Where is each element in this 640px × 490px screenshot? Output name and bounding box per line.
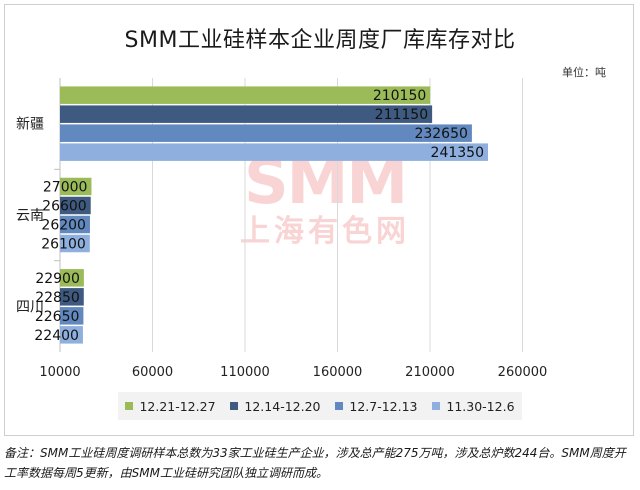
chart-frame	[4, 4, 634, 436]
legend-item: 12.7-12.13	[335, 398, 418, 414]
bar	[60, 288, 84, 306]
chart-legend: 12.21-12.27 12.14-12.20 12.7-12.13 11.30-12…	[118, 392, 522, 420]
bar	[60, 143, 488, 161]
legend-label: 12.7-12.13	[349, 398, 418, 414]
bar-chart: 10000 60000 110000 160000 210000 260000 新疆 2101…	[16, 78, 548, 380]
chart-title: SMM工业硅样本企业周度厂库库存对比	[124, 28, 516, 53]
data-label: 26600	[42, 199, 87, 215]
data-label: 210150	[373, 88, 426, 104]
bar	[60, 326, 83, 344]
unit-label: 单位：吨	[562, 66, 606, 79]
legend-swatch	[230, 402, 239, 410]
x-tick-label: 210000	[405, 365, 455, 380]
bar	[60, 269, 84, 287]
x-tick-label: 60000	[132, 365, 173, 380]
data-label: 26100	[41, 237, 86, 253]
bar	[60, 177, 92, 196]
bar	[60, 234, 90, 253]
data-label: 22850	[35, 290, 80, 306]
data-label: 26200	[41, 218, 86, 234]
footnote: 备注：SMM工业硅周度调研样本总数为33家工业硅生产企业，涉及总产能275万吨，…	[4, 446, 626, 480]
category-label: 四川	[16, 299, 44, 315]
data-label: 232650	[414, 126, 467, 142]
legend-item: 12.21-12.27	[125, 398, 216, 414]
bar	[60, 307, 84, 325]
legend-label: 11.30-12.6	[446, 398, 515, 414]
category-label: 云南	[16, 208, 44, 224]
data-label: 22650	[35, 309, 80, 325]
legend-swatch	[335, 402, 344, 410]
legend-swatch	[432, 402, 441, 410]
legend-item: 12.14-12.20	[230, 398, 321, 414]
data-label: 22400	[34, 328, 79, 344]
legend-swatch	[125, 402, 134, 410]
x-tick-label: 10000	[39, 365, 80, 380]
legend-item: 11.30-12.6	[432, 398, 515, 414]
x-tick-label: 110000	[220, 365, 270, 380]
data-label: 241350	[431, 145, 484, 161]
data-label: 211150	[375, 107, 428, 123]
bar	[60, 215, 90, 234]
data-label: 27000	[43, 180, 88, 196]
bar	[60, 86, 431, 104]
data-label: 22900	[35, 271, 80, 287]
category-label: 新疆	[16, 117, 44, 133]
bar	[60, 196, 91, 215]
legend-label: 12.14-12.20	[244, 398, 321, 414]
x-tick-label: 260000	[498, 365, 548, 380]
x-tick-label: 160000	[313, 365, 363, 380]
bar	[60, 124, 472, 142]
bar	[60, 105, 433, 123]
legend-label: 12.21-12.27	[139, 398, 216, 414]
